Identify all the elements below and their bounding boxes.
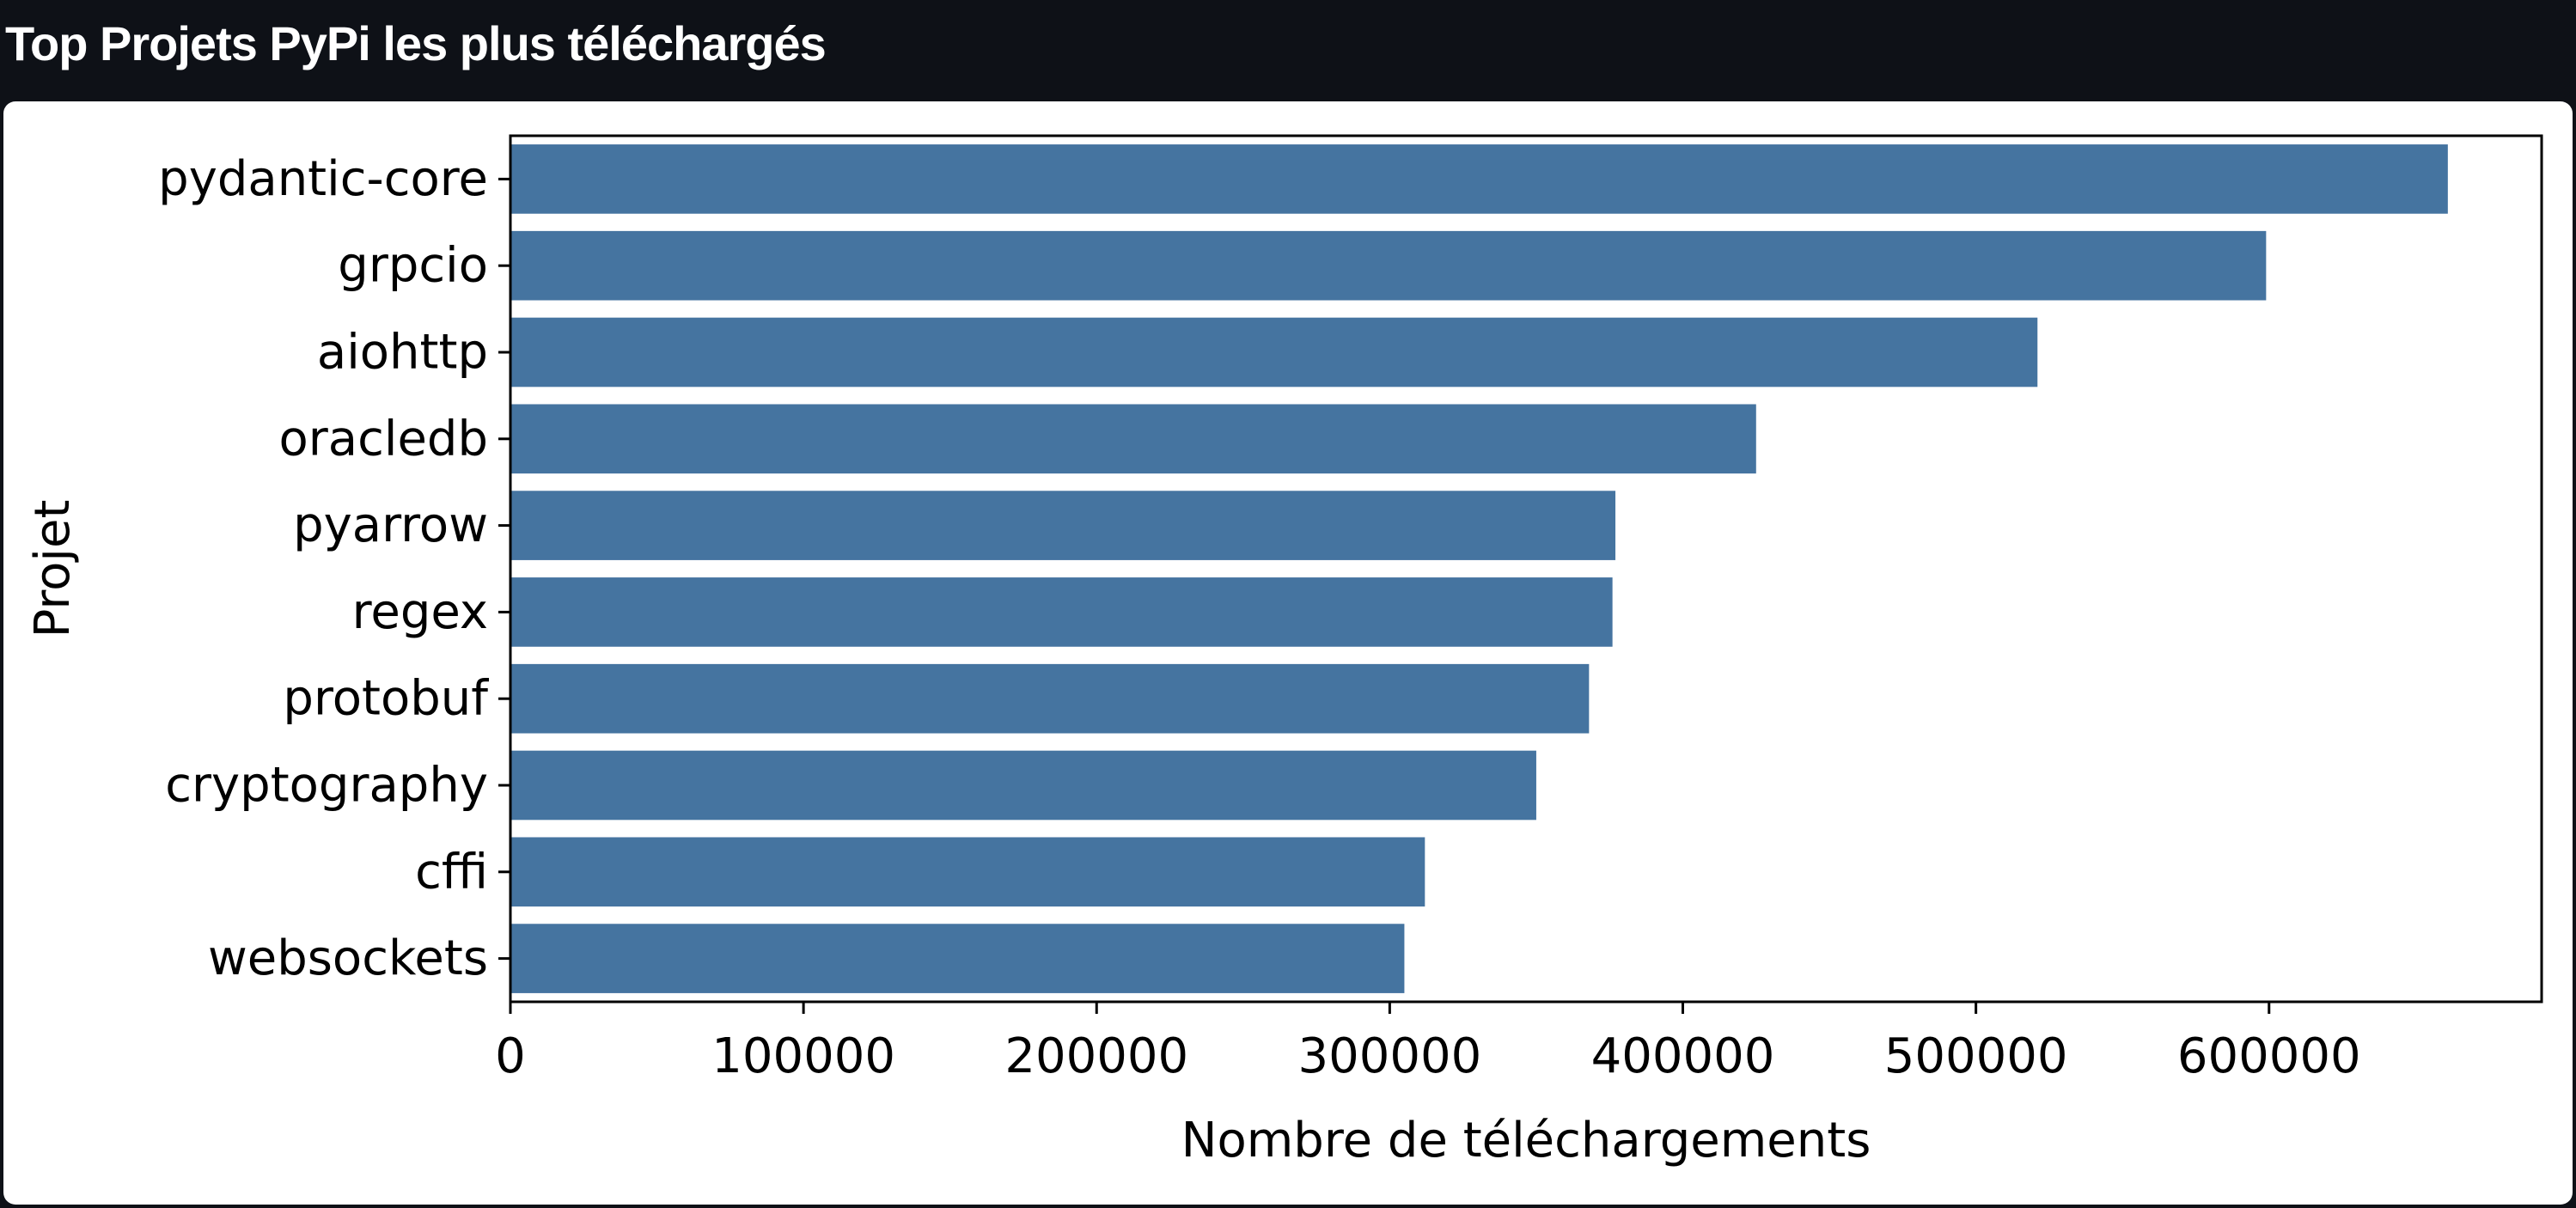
bar-cffi: [510, 837, 1425, 907]
page-title: Top Projets PyPi les plus téléchargés: [5, 16, 827, 70]
plot-frame: [509, 134, 2543, 1004]
bar-chart: pydantic-core grpcio aiohttp oracledb pyarro…: [25, 134, 2543, 1168]
y-tick-label: regex: [352, 584, 488, 640]
x-tick-label: 200000: [1004, 1028, 1188, 1084]
x-tick-label: 100000: [711, 1028, 895, 1084]
bar-grpcio: [510, 230, 2267, 301]
y-axis: pydantic-core grpcio aiohttp oracledb pyarro…: [158, 151, 510, 986]
bar-protobuf: [510, 663, 1590, 734]
bar-aiohttp: [510, 317, 2038, 387]
bar-pyarrow: [510, 491, 1616, 560]
y-tick-label: websockets: [208, 930, 488, 986]
bars-layer: [510, 144, 2448, 993]
x-tick-label: 600000: [2177, 1028, 2361, 1084]
bar-regex: [510, 577, 1613, 647]
y-tick-label: pyarrow: [293, 497, 488, 553]
bar-websockets: [510, 924, 1405, 993]
y-tick-label: pydantic-core: [158, 151, 488, 207]
y-tick-label: oracledb: [279, 411, 489, 467]
y-tick-label: cryptography: [165, 758, 488, 814]
bar-pydantic-core: [510, 144, 2448, 214]
y-axis-label: Projet: [25, 500, 81, 638]
y-tick-label: protobuf: [283, 671, 489, 727]
chart-card: pydantic-core grpcio aiohttp oracledb pyarro…: [3, 101, 2573, 1205]
bar-oracledb: [510, 404, 1756, 474]
bar-cryptography: [510, 750, 1536, 821]
y-tick-label: grpcio: [338, 238, 488, 294]
x-axis-label: Nombre de téléchargements: [1181, 1113, 1871, 1168]
x-tick-label: 0: [495, 1028, 526, 1084]
x-tick-label: 300000: [1297, 1028, 1481, 1084]
x-axis: 0 100000 200000 300000 400000 500000 600000: [495, 1002, 2361, 1084]
y-tick-label: cffi: [415, 844, 488, 900]
x-tick-label: 400000: [1591, 1028, 1775, 1084]
x-tick-label: 500000: [1884, 1028, 2068, 1084]
y-tick-label: aiohttp: [317, 325, 488, 381]
